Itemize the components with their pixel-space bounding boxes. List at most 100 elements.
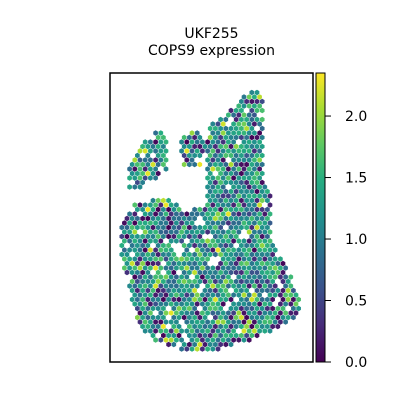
expression-spot — [207, 143, 213, 150]
colorbar-tick-label: 1.5 — [345, 171, 367, 187]
expression-spot — [207, 215, 213, 222]
expression-spot — [249, 314, 255, 321]
expression-spot — [231, 139, 236, 145]
expression-spot — [228, 215, 234, 222]
expression-spot — [254, 89, 260, 96]
expression-spot — [192, 260, 197, 267]
expression-spot — [137, 166, 143, 172]
expression-spot — [205, 175, 210, 181]
expression-spot — [135, 278, 140, 285]
expression-spot — [161, 161, 166, 168]
expression-spot — [278, 301, 283, 307]
expression-spot — [239, 107, 244, 114]
expression-spot — [223, 161, 229, 168]
expression-spot — [171, 260, 177, 267]
expression-spot — [257, 310, 262, 316]
expression-spot — [174, 220, 179, 226]
expression-spot — [218, 134, 223, 141]
expression-spot — [218, 323, 223, 330]
expression-spot — [194, 211, 200, 217]
expression-spot — [197, 161, 203, 168]
expression-spot — [163, 256, 169, 262]
expression-spot — [142, 157, 148, 163]
expression-spot — [259, 188, 265, 195]
expression-spot — [241, 148, 247, 154]
expression-spot — [228, 251, 234, 258]
expression-spot — [168, 310, 174, 316]
expression-spot — [257, 328, 262, 334]
expression-spot — [257, 157, 262, 163]
expression-spot — [228, 314, 234, 321]
expression-spot — [194, 139, 200, 145]
expression-spot — [215, 157, 221, 163]
expression-spot — [124, 224, 130, 231]
expression-spot — [254, 107, 260, 114]
expression-spot — [192, 314, 197, 321]
expression-spot — [239, 143, 244, 150]
expression-spot — [140, 143, 145, 150]
expression-spot — [150, 206, 156, 213]
expression-spot — [280, 278, 286, 285]
expression-spot — [270, 260, 275, 267]
expression-spot — [189, 256, 195, 262]
expression-spot — [270, 323, 275, 330]
expression-spot — [148, 220, 153, 226]
expression-spot — [246, 283, 252, 289]
expression-spot — [135, 296, 140, 303]
expression-spot — [278, 319, 283, 325]
expression-spot — [142, 328, 148, 334]
expression-spot — [231, 310, 236, 316]
expression-spot — [220, 220, 226, 226]
expression-spot — [135, 260, 140, 267]
expression-spot — [233, 152, 239, 159]
expression-spot — [132, 211, 138, 217]
expression-spot — [257, 247, 262, 253]
expression-spot — [194, 337, 200, 343]
expression-spot — [241, 238, 247, 244]
expression-spot — [215, 319, 221, 325]
expression-spot — [181, 278, 187, 285]
expression-spot — [215, 166, 221, 172]
expression-spot — [210, 157, 216, 163]
expression-spot — [197, 323, 203, 330]
expression-spot — [218, 188, 223, 195]
expression-spot — [148, 157, 153, 163]
expression-spot — [291, 287, 296, 294]
expression-spot — [181, 341, 187, 348]
expression-spot — [252, 112, 257, 118]
expression-spot — [168, 238, 174, 244]
expression-spot — [213, 332, 218, 339]
expression-spot — [148, 310, 153, 316]
expression-spot — [194, 283, 200, 289]
expression-spot — [205, 229, 210, 235]
expression-spot — [259, 224, 265, 231]
expression-spot — [246, 148, 252, 154]
expression-spot — [153, 328, 158, 334]
expression-spot — [241, 319, 247, 325]
expression-spot — [239, 125, 244, 132]
expression-spot — [135, 242, 140, 249]
expression-spot — [187, 233, 192, 240]
expression-spot — [176, 332, 182, 339]
expression-spot — [267, 319, 273, 325]
expression-spot — [210, 148, 216, 154]
expression-spot — [155, 242, 161, 249]
expression-spot — [254, 260, 260, 267]
expression-spot — [171, 278, 177, 285]
expression-spot — [244, 314, 249, 321]
expression-spot — [231, 247, 236, 253]
expression-spot — [168, 292, 174, 298]
expression-spot — [119, 224, 125, 231]
expression-spot — [202, 269, 208, 276]
expression-spot — [197, 134, 203, 141]
expression-spot — [132, 166, 138, 172]
expression-spot — [252, 220, 257, 226]
expression-spot — [246, 166, 252, 172]
expression-spot — [233, 215, 239, 222]
expression-spot — [241, 211, 247, 217]
expression-spot — [252, 238, 257, 244]
expression-spot — [179, 139, 184, 145]
expression-spot — [249, 278, 255, 285]
expression-spot — [262, 301, 268, 307]
expression-spot — [270, 269, 275, 276]
